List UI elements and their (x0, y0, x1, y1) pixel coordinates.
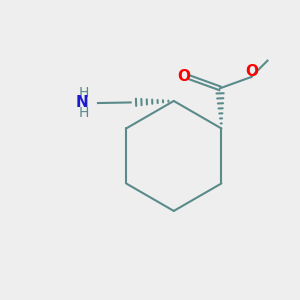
Text: H: H (79, 106, 89, 120)
Text: O: O (245, 64, 259, 79)
Text: O: O (177, 69, 190, 84)
Text: H: H (79, 85, 89, 100)
Text: N: N (75, 95, 88, 110)
